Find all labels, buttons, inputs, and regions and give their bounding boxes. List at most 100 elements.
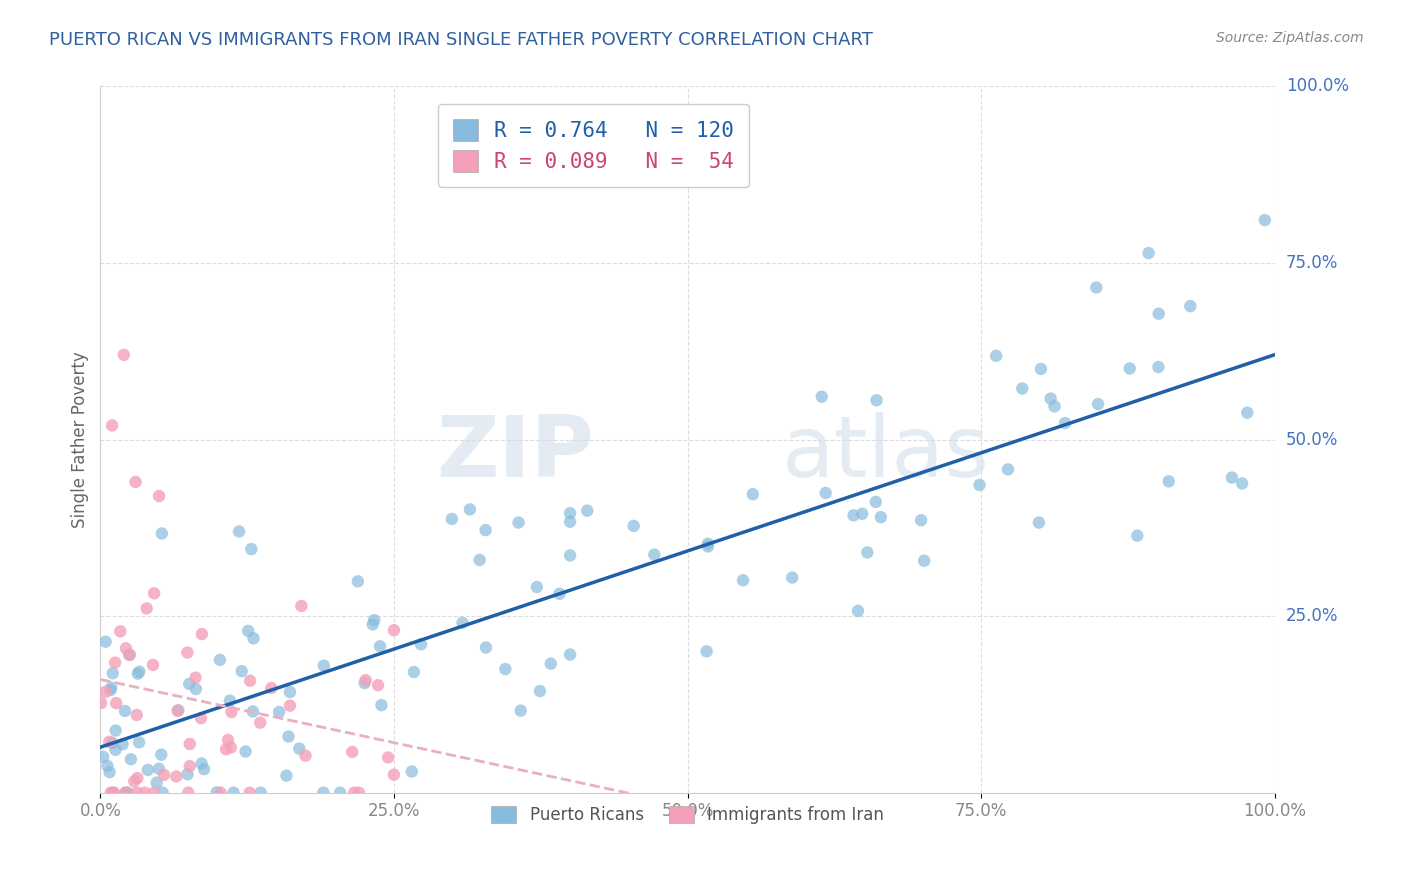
Point bbox=[98, 735, 121, 749]
Point bbox=[125, 786, 148, 800]
Point bbox=[128, 665, 150, 679]
Point bbox=[94, 685, 117, 699]
Point bbox=[368, 640, 391, 654]
Point bbox=[548, 587, 571, 601]
Point bbox=[277, 730, 299, 744]
Point bbox=[540, 657, 562, 671]
Point bbox=[231, 664, 253, 678]
Point bbox=[143, 786, 166, 800]
Text: Source: ZipAtlas.com: Source: ZipAtlas.com bbox=[1216, 31, 1364, 45]
Point bbox=[1147, 359, 1170, 374]
Point bbox=[177, 786, 200, 800]
Point bbox=[347, 786, 370, 800]
Point bbox=[124, 475, 146, 489]
Point bbox=[353, 676, 375, 690]
Point bbox=[114, 786, 136, 800]
Point bbox=[176, 767, 198, 781]
Point bbox=[623, 519, 645, 533]
Text: 25.0%: 25.0% bbox=[1286, 607, 1339, 625]
Text: 100.0%: 100.0% bbox=[1286, 78, 1348, 95]
Point bbox=[558, 506, 581, 520]
Point bbox=[856, 545, 879, 559]
Point bbox=[1087, 397, 1109, 411]
Point bbox=[179, 677, 201, 691]
Point bbox=[90, 696, 112, 710]
Point bbox=[1126, 529, 1149, 543]
Point bbox=[240, 542, 263, 557]
Point bbox=[150, 747, 173, 762]
Point bbox=[118, 648, 141, 662]
Point bbox=[191, 627, 214, 641]
Point bbox=[96, 759, 118, 773]
Point bbox=[912, 554, 935, 568]
Point bbox=[312, 786, 335, 800]
Text: atlas: atlas bbox=[782, 412, 990, 495]
Point bbox=[153, 768, 176, 782]
Y-axis label: Single Father Poverty: Single Father Poverty bbox=[72, 351, 89, 528]
Point bbox=[294, 748, 316, 763]
Point bbox=[401, 764, 423, 779]
Text: PUERTO RICAN VS IMMIGRANTS FROM IRAN SINGLE FATHER POVERTY CORRELATION CHART: PUERTO RICAN VS IMMIGRANTS FROM IRAN SIN… bbox=[49, 31, 873, 49]
Point bbox=[215, 742, 238, 756]
Point bbox=[117, 786, 139, 800]
Point bbox=[176, 646, 198, 660]
Point bbox=[354, 673, 377, 688]
Point bbox=[260, 681, 283, 695]
Point bbox=[104, 656, 127, 670]
Point bbox=[1085, 280, 1108, 294]
Point bbox=[179, 759, 201, 773]
Text: 75.0%: 75.0% bbox=[1286, 254, 1339, 272]
Point bbox=[558, 648, 581, 662]
Point bbox=[100, 681, 122, 695]
Point bbox=[205, 785, 228, 799]
Point bbox=[190, 756, 212, 771]
Point bbox=[239, 786, 262, 800]
Point bbox=[451, 615, 474, 630]
Point bbox=[94, 634, 117, 648]
Point bbox=[278, 685, 301, 699]
Point bbox=[235, 744, 257, 758]
Point bbox=[104, 743, 127, 757]
Point bbox=[1029, 362, 1052, 376]
Point bbox=[128, 735, 150, 749]
Point bbox=[910, 513, 932, 527]
Point bbox=[127, 771, 149, 785]
Point bbox=[288, 741, 311, 756]
Point bbox=[228, 524, 250, 539]
Point bbox=[104, 723, 127, 738]
Point bbox=[242, 705, 264, 719]
Point bbox=[984, 349, 1007, 363]
Point bbox=[179, 737, 201, 751]
Point bbox=[112, 348, 135, 362]
Point bbox=[238, 624, 260, 638]
Point bbox=[219, 740, 242, 755]
Point bbox=[969, 478, 991, 492]
Point bbox=[91, 749, 114, 764]
Point bbox=[558, 515, 581, 529]
Point bbox=[142, 657, 165, 672]
Point bbox=[239, 673, 262, 688]
Point bbox=[576, 503, 599, 517]
Point bbox=[125, 708, 148, 723]
Point bbox=[118, 648, 141, 662]
Point bbox=[209, 786, 232, 800]
Point bbox=[475, 640, 498, 655]
Point bbox=[98, 765, 121, 780]
Point bbox=[643, 548, 665, 562]
Point bbox=[343, 786, 366, 800]
Point bbox=[846, 604, 869, 618]
Point bbox=[361, 617, 384, 632]
Point bbox=[558, 549, 581, 563]
Point bbox=[184, 671, 207, 685]
Point bbox=[166, 704, 188, 718]
Point bbox=[851, 507, 873, 521]
Point bbox=[329, 786, 352, 800]
Point bbox=[114, 786, 136, 800]
Point bbox=[222, 786, 245, 800]
Point bbox=[347, 574, 370, 589]
Point bbox=[382, 624, 405, 638]
Point bbox=[529, 684, 551, 698]
Point bbox=[780, 570, 803, 584]
Point bbox=[402, 665, 425, 679]
Point bbox=[409, 637, 432, 651]
